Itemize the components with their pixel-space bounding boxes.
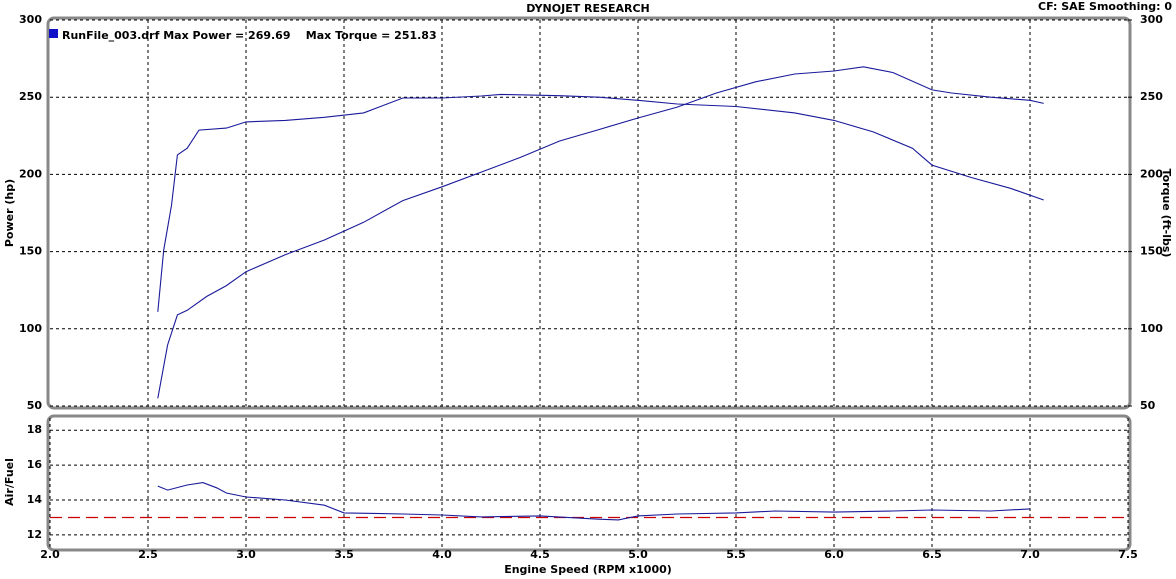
- x-tick-label: 2.0: [40, 548, 60, 561]
- y-tick-label: 150: [19, 245, 42, 258]
- y2-axis-label: Torque (ft-lbs): [1160, 169, 1173, 258]
- x-tick-label: 6.5: [922, 548, 942, 561]
- bottom-plot-frame: [46, 414, 1132, 552]
- y-axis-label: Power (hp): [3, 179, 16, 247]
- y-tick-label: 16: [27, 458, 43, 471]
- legend-swatch: [49, 29, 58, 38]
- y2-tick-label: 250: [1140, 90, 1163, 103]
- x-tick-label: 5.0: [628, 548, 648, 561]
- x-tick-label: 7.0: [1020, 548, 1040, 561]
- legend-label: RunFile_003.drf Max Power = 269.69 Max T…: [62, 29, 437, 42]
- y2-tick-label: 300: [1140, 13, 1163, 26]
- top-plot-frame: [46, 16, 1132, 410]
- y2-tick-label: 100: [1140, 322, 1163, 335]
- y-tick-label: 12: [27, 528, 42, 541]
- y-tick-label: 300: [19, 13, 42, 26]
- x-tick-label: 4.0: [432, 548, 452, 561]
- y-tick-label: 50: [27, 399, 43, 412]
- series-line: [157, 66, 1044, 399]
- y2-tick-label: 150: [1140, 245, 1163, 258]
- y-tick-label: 14: [27, 493, 43, 506]
- x-tick-label: 4.5: [530, 548, 550, 561]
- y-tick-label: 250: [19, 90, 42, 103]
- x-tick-label: 3.5: [334, 548, 354, 561]
- y-tick-label: 18: [27, 423, 42, 436]
- chart-subtitle: CF: SAE Smoothing: 0: [1038, 0, 1172, 13]
- x-tick-label: 2.5: [138, 548, 158, 561]
- x-tick-label: 7.5: [1118, 548, 1138, 561]
- series-line: [157, 93, 1044, 312]
- x-tick-label: 3.0: [236, 548, 256, 561]
- x-axis-label: Engine Speed (RPM x1000): [504, 563, 672, 576]
- y-tick-label: 100: [19, 322, 42, 335]
- series-line: [157, 482, 1031, 521]
- chart-title: DYNOJET RESEARCH: [526, 2, 649, 15]
- y2-tick-label: 50: [1140, 399, 1156, 412]
- y2-tick-label: 200: [1140, 167, 1163, 180]
- x-tick-label: 5.5: [726, 548, 746, 561]
- y-tick-label: 200: [19, 167, 42, 180]
- afr-axis-label: Air/Fuel: [3, 458, 16, 506]
- x-tick-label: 6.0: [824, 548, 844, 561]
